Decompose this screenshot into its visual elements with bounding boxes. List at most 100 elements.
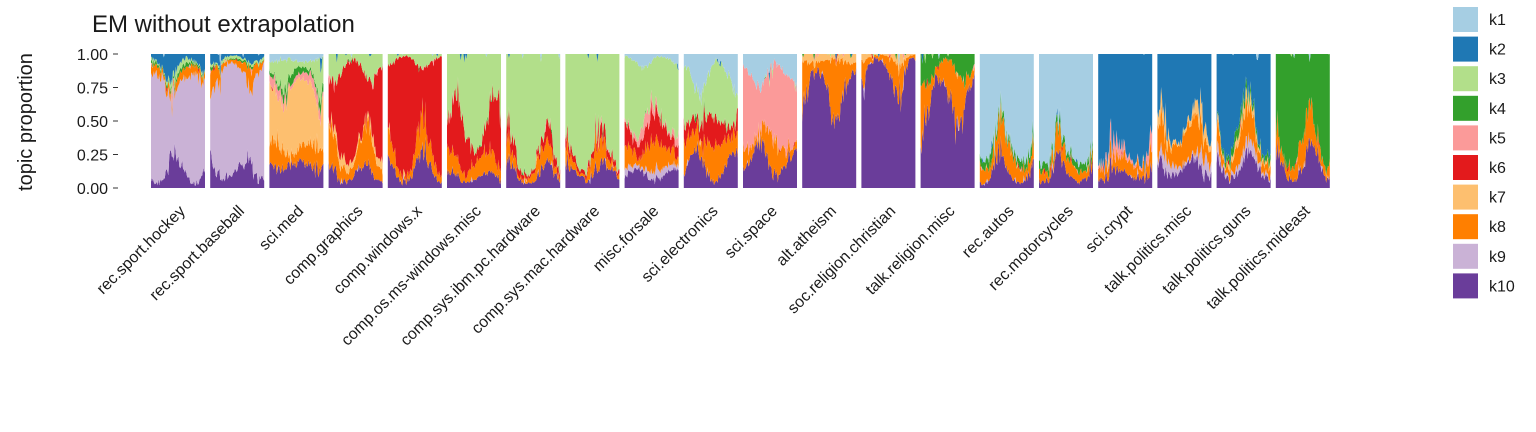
- panel-comp.windows.x: [387, 54, 442, 188]
- series-k3-area: [447, 54, 501, 156]
- legend-swatch-k6: [1453, 155, 1478, 180]
- series-k9-area: [624, 160, 679, 185]
- series-k8-area: [743, 119, 797, 183]
- panel-talk.politics.guns: [1216, 54, 1271, 188]
- x-tick-label: talk.politics.mideast: [1204, 202, 1315, 313]
- series-k3-area: [269, 55, 324, 106]
- series-k4-area: [210, 57, 265, 79]
- series-k8-area: [861, 54, 916, 113]
- series-k3-area: [328, 54, 383, 89]
- series-k8-area: [920, 56, 975, 155]
- series-k7-area: [269, 75, 324, 166]
- series-k10-area: [328, 158, 383, 188]
- series-k9-area: [210, 60, 265, 185]
- legend-label-k3: k3: [1489, 71, 1506, 88]
- legend: k1 k2 k3 k4 k5 k6 k7 k8 k9 k10: [1453, 7, 1515, 299]
- panel-sci.med: [269, 54, 324, 188]
- series-k7-area: [861, 54, 916, 77]
- series-k8-area: [979, 99, 1034, 186]
- y-tick-label: 0.25: [77, 148, 108, 165]
- legend-label-k6: k6: [1489, 160, 1506, 177]
- series-k6-area: [683, 103, 738, 158]
- panel-misc.forsale: [624, 54, 679, 188]
- x-tick-label: rec.autos: [959, 203, 1018, 262]
- panel-comp.os.ms-windows.misc: [447, 54, 501, 188]
- y-tick-label: 0.00: [77, 181, 108, 198]
- panel-talk.politics.mideast: [1275, 54, 1330, 188]
- series-k8-area: [387, 97, 442, 186]
- series-k10-area: [151, 143, 205, 188]
- series-k1-area: [269, 54, 324, 65]
- series-k2-area: [447, 54, 501, 63]
- series-k2-area: [1216, 54, 1271, 163]
- series-k8-area: [506, 127, 561, 185]
- panel-comp.sys.mac.hardware: [565, 54, 620, 188]
- series-k10-area: [920, 70, 975, 188]
- y-tick-label: 1.00: [77, 47, 108, 64]
- series-k3-area: [565, 54, 620, 177]
- series-k3-area: [506, 54, 561, 178]
- legend-label-k7: k7: [1489, 190, 1506, 207]
- series-k2-area: [1157, 54, 1212, 150]
- series-k8-area: [328, 114, 383, 185]
- series-k2-area: [1098, 54, 1153, 175]
- series-k6-area: [506, 107, 561, 182]
- panel-comp.sys.ibm.pc.hardware: [506, 54, 561, 188]
- series-k1-area: [979, 54, 1034, 166]
- series-k5-area: [328, 56, 383, 94]
- series-k1-area: [1039, 54, 1093, 172]
- series-k10-area: [269, 158, 324, 188]
- series-k8-area: [565, 124, 620, 184]
- legend-swatch-k9: [1453, 243, 1478, 269]
- legend-swatch-k4: [1453, 95, 1478, 121]
- series-k10-area: [683, 140, 738, 188]
- panel-alt.atheism: [802, 54, 857, 188]
- panel-sci.space: [743, 54, 797, 188]
- series-k10-area: [447, 165, 501, 188]
- panel-sci.electronics: [683, 54, 738, 188]
- series-k10-area: [506, 153, 561, 188]
- series-k2-area: [210, 54, 265, 76]
- series-k4-area: [802, 54, 857, 61]
- series-k6-area: [447, 76, 501, 179]
- panel-rec.autos: [979, 54, 1034, 188]
- series-k8-area: [683, 117, 738, 185]
- series-k6-area: [328, 56, 383, 167]
- series-k7-area: [1216, 86, 1271, 174]
- series-k8-area: [447, 140, 501, 185]
- series-k8-area: [151, 62, 205, 118]
- series-k8-area: [1039, 121, 1093, 185]
- legend-swatch-k10: [1453, 273, 1478, 299]
- series-k3-area: [624, 55, 679, 142]
- series-k7-area: [328, 110, 383, 176]
- series-k9-area: [151, 69, 205, 186]
- series-k8-area: [269, 128, 324, 179]
- series-k8-area: [624, 132, 679, 176]
- series-k5-area: [743, 58, 797, 159]
- series-k8-area: [1216, 96, 1271, 183]
- x-tick-label: sci.crypt: [1083, 202, 1137, 256]
- chart-title: EM without extrapolation: [92, 11, 355, 38]
- panel-soc.religion.christian: [861, 54, 916, 188]
- panel-rec.sport.hockey: [151, 54, 205, 188]
- series-k3-area: [151, 55, 205, 94]
- series-k9-area: [1157, 141, 1212, 183]
- series-k3-area: [683, 57, 738, 134]
- series-k8-area: [802, 56, 857, 130]
- panel-talk.religion.misc: [920, 54, 975, 188]
- series-k1-area: [743, 54, 797, 94]
- series-k1-area: [683, 54, 738, 107]
- series-k4-area: [979, 90, 1034, 174]
- series-k1-area: [1216, 54, 1271, 61]
- series-k10-area: [861, 56, 916, 188]
- panel-comp.graphics: [328, 54, 383, 188]
- legend-swatch-k3: [1453, 66, 1478, 92]
- legend-label-k9: k9: [1489, 249, 1506, 266]
- series-k7-area: [802, 54, 857, 69]
- x-tick-label: comp.sys.mac.hardware: [469, 203, 604, 338]
- series-k10-area: [802, 66, 857, 188]
- series-k10-area: [565, 151, 620, 188]
- series-k6-area: [624, 98, 679, 162]
- series-k10-area: [979, 135, 1034, 188]
